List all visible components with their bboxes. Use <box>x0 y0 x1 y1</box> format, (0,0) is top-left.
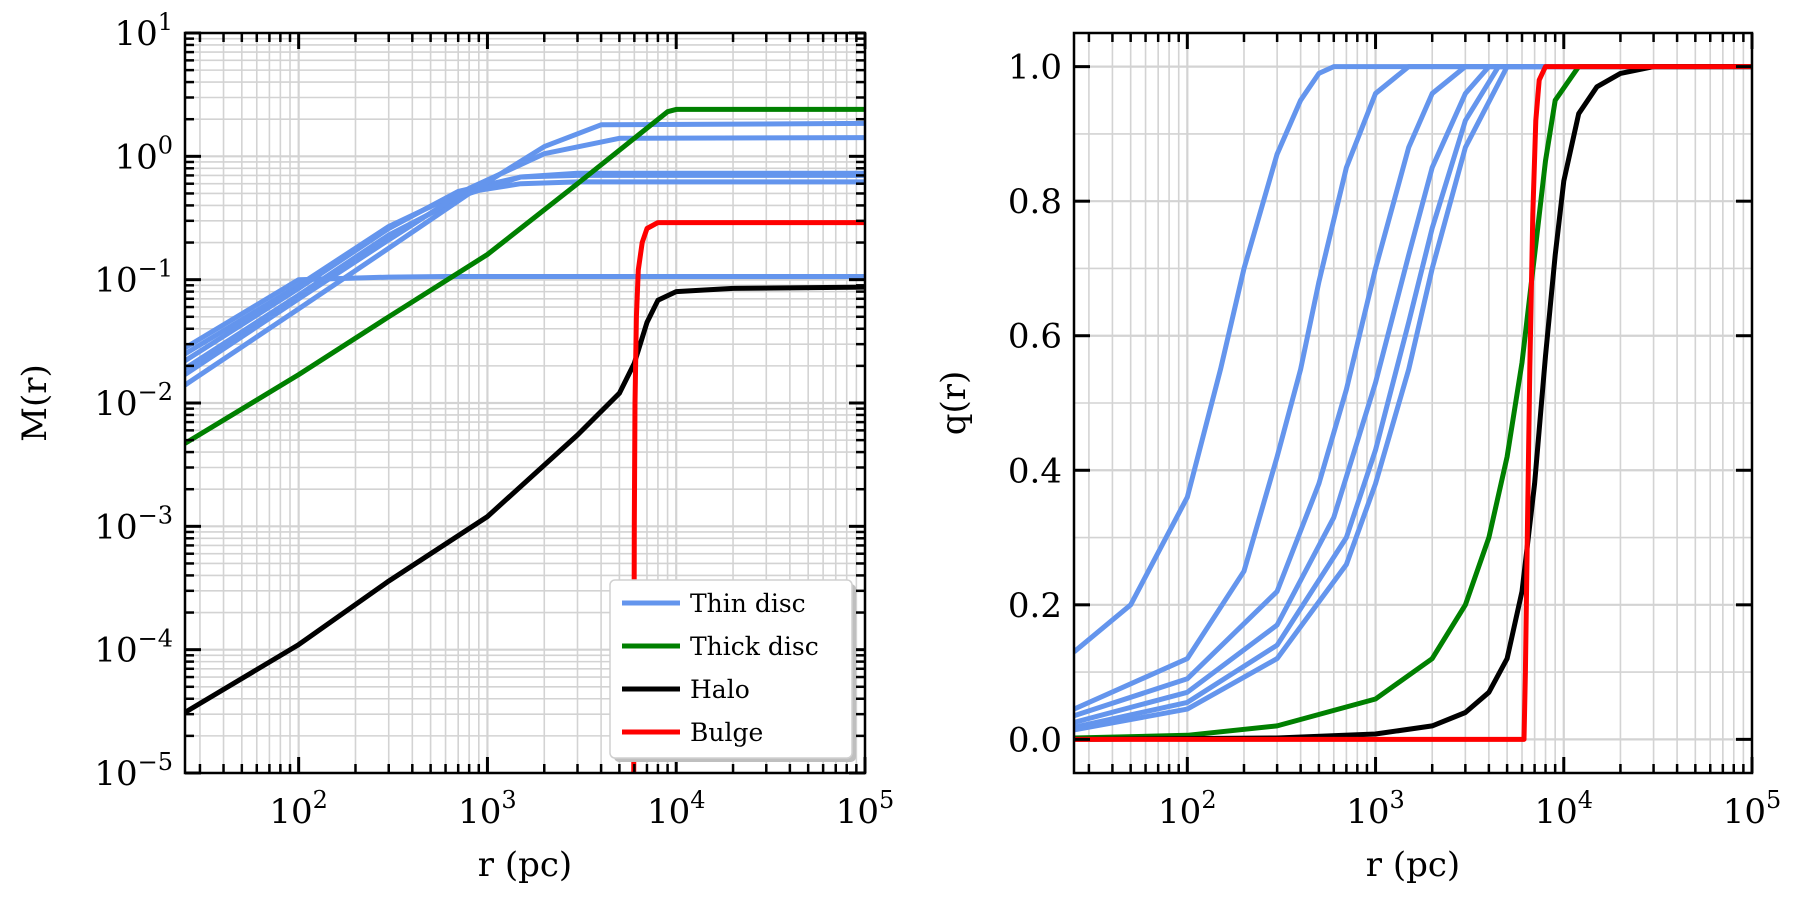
ticks <box>1074 33 1754 773</box>
thin-curve-3 <box>1074 64 1752 725</box>
y-tick-label: 10−3 <box>94 501 173 547</box>
y-tick-label: 10−1 <box>94 255 173 301</box>
y-tick-label: 10−5 <box>94 748 173 794</box>
thin-curve-4 <box>1074 64 1752 730</box>
y-axis-label: q(r) <box>934 371 974 436</box>
thin-curve-1 <box>1074 64 1752 712</box>
legend-label: Thick disc <box>690 632 819 661</box>
thin-curve-3 <box>185 170 865 371</box>
x-tick-label: 104 <box>1535 786 1594 832</box>
thin-curve-2 <box>1074 64 1752 719</box>
series-lines <box>185 106 865 773</box>
thick-curve-6 <box>1074 64 1752 741</box>
x-tick-label: 105 <box>1723 786 1782 832</box>
thick-curve-6 <box>185 106 865 446</box>
thin-curve-4 <box>185 135 865 377</box>
thin-curve-2 <box>185 172 865 363</box>
y-tick-label: 100 <box>114 131 173 177</box>
y-tick-label: 0.2 <box>1008 586 1062 626</box>
x-tick-label: 104 <box>647 786 706 832</box>
x-axis-label: r (pc) <box>1366 845 1460 885</box>
ticks <box>185 31 867 775</box>
y-tick-label: 0.0 <box>1008 720 1062 760</box>
mass-profile-panel: 102 103 104 105 10−5 10−4 10−3 10−2 10−1 100 101 r … <box>15 8 894 885</box>
legend-label: Thin disc <box>690 589 806 618</box>
y-tick-label: 0.4 <box>1008 451 1062 491</box>
y-tick-label: 0.8 <box>1008 182 1062 222</box>
y-axis-label: M(r) <box>15 364 55 442</box>
bulge-curve-8 <box>631 220 865 773</box>
x-tick-label: 102 <box>1158 786 1217 832</box>
y-tick-label: 101 <box>114 8 173 54</box>
y-tick-label: 10−4 <box>94 625 173 671</box>
legend-box <box>609 579 853 759</box>
x-tick-label: 103 <box>458 786 517 832</box>
thin-curve-5 <box>1074 64 1752 733</box>
y-tick-label: 10−2 <box>94 378 173 424</box>
y-tick-label: 0.6 <box>1008 317 1062 357</box>
x-axis-label: r (pc) <box>478 845 572 885</box>
x-tick-label: 102 <box>269 786 328 832</box>
thin-curve-5 <box>185 120 865 388</box>
legend: Thin disc Thick disc Halo Bulge <box>609 579 856 762</box>
legend-label: Halo <box>690 675 750 704</box>
halo-curve-7 <box>185 284 865 715</box>
cumulative-fraction-panel: 102 103 104 105 0.0 0.2 0.4 0.6 0.8 1.0 r (pc) q(r) <box>934 31 1782 885</box>
series-lines <box>1074 64 1752 742</box>
x-tick-label: 105 <box>836 786 895 832</box>
thin-curve-0 <box>1074 64 1752 654</box>
axes-frame <box>1072 31 1754 775</box>
bulge-curve-8 <box>1074 64 1752 742</box>
thin-curve-0 <box>185 274 865 351</box>
x-tick-label: 103 <box>1346 786 1405 832</box>
legend-label: Bulge <box>690 718 763 747</box>
halo-curve-7 <box>1074 64 1752 742</box>
y-tick-label: 1.0 <box>1008 48 1062 88</box>
